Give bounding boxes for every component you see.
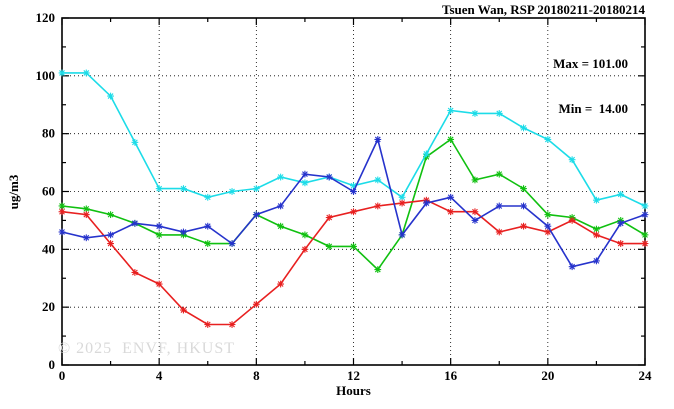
y-tick-label: 120 <box>36 10 56 25</box>
series-green <box>58 136 649 273</box>
y-tick-label: 40 <box>42 241 55 256</box>
max-value-label: Max = 101.00 <box>553 56 628 71</box>
x-tick-label: 12 <box>347 368 360 383</box>
tick-labels: 0 4 8 12 16 20 24 0 20 40 60 80 100 120 <box>36 10 653 383</box>
plot-border <box>61 17 646 366</box>
y-tick-label: 60 <box>42 184 55 199</box>
x-tick-label: 4 <box>156 368 163 383</box>
x-tick-label: 16 <box>444 368 458 383</box>
x-axis-label: Hours <box>0 383 674 399</box>
series-blue-markers <box>58 136 649 271</box>
x-tick-label: 8 <box>253 368 260 383</box>
series-green-markers <box>58 136 649 273</box>
min-value-label: Min = 14.00 <box>558 101 628 116</box>
y-tick-label: 100 <box>36 68 56 83</box>
x-tick-label: 24 <box>639 368 653 383</box>
x-tick-label: 20 <box>541 368 554 383</box>
series-blue <box>58 136 649 271</box>
y-axis-label: ug/m3 <box>6 174 21 210</box>
watermark: © 2025 ENVF, HKUST <box>58 340 235 357</box>
chart-title: Tsuen Wan, RSP 20180211-20180214 <box>442 2 645 17</box>
y-tick-label: 80 <box>42 126 55 141</box>
x-tick-label: 0 <box>59 368 66 383</box>
x-axis-label-text: Hours <box>336 383 371 398</box>
minmax-annotation: Max = 101.00 Min = 14.00 <box>0 26 628 146</box>
y-tick-label: 20 <box>42 299 55 314</box>
y-tick-label: 0 <box>49 357 56 372</box>
